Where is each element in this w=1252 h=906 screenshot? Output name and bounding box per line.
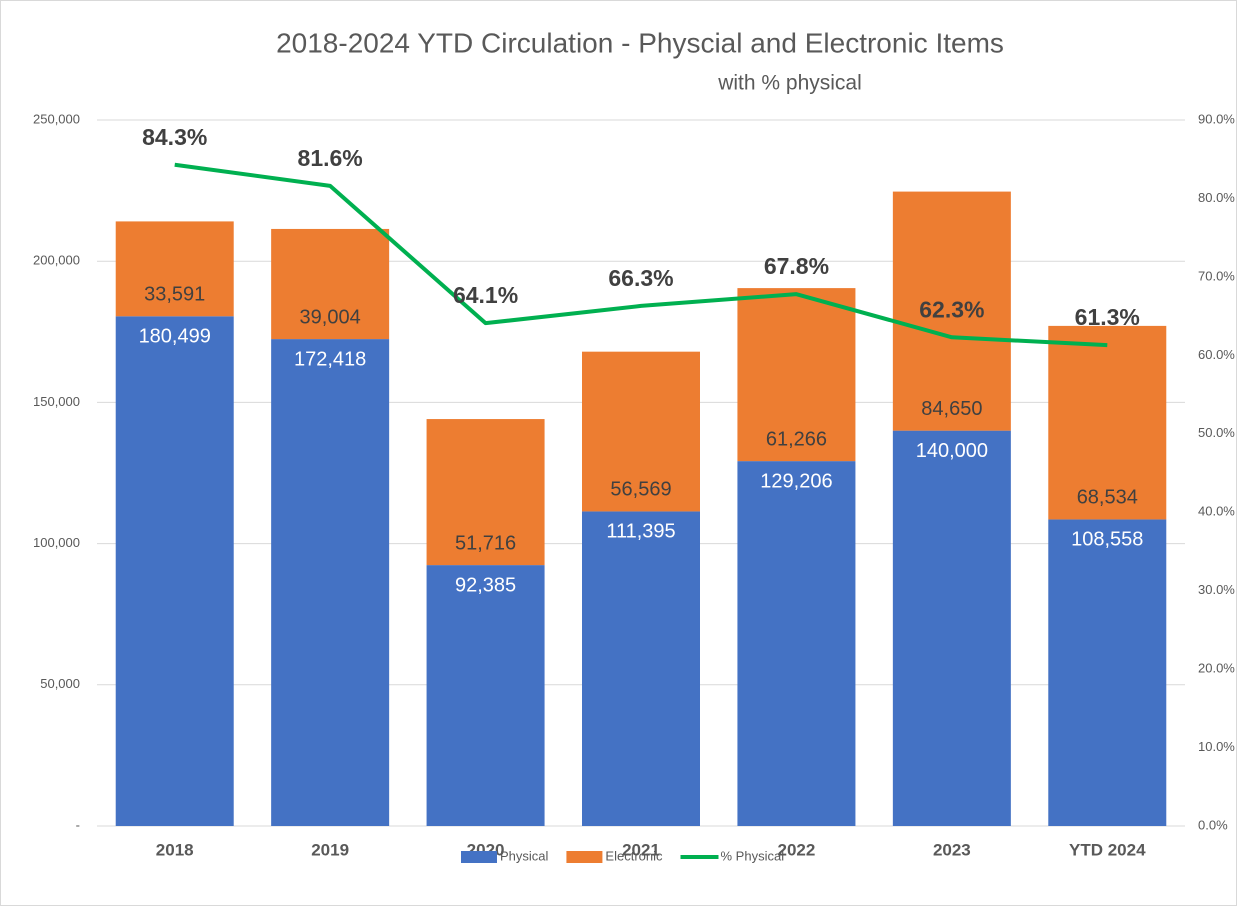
data-label: 33,591 [144,284,205,306]
y2-tick-label: 50.0% [1198,425,1235,440]
chart-subtitle: with % physical [717,72,862,95]
data-label: 172,418 [294,348,366,370]
y2-tick-label: 60.0% [1198,347,1235,362]
y-tick-label: 100,000 [33,535,80,550]
bar [1048,519,1167,826]
data-label: 56,569 [610,479,671,501]
legend-swatch [461,851,497,863]
legend-label: Physical [500,848,549,863]
bar [892,430,1011,826]
y-tick-label: 150,000 [33,394,80,409]
y2-tick-label: 40.0% [1198,504,1235,519]
legend-label: Electronic [605,848,663,863]
bar [271,339,390,826]
line-data-label: 81.6% [298,145,363,171]
line-data-label: 62.3% [919,296,984,322]
data-label: 39,004 [300,306,361,328]
x-tick-label: 2023 [933,840,971,859]
y2-tick-label: 30.0% [1198,582,1235,597]
data-label: 51,716 [455,532,516,554]
data-label: 111,395 [606,521,675,543]
x-tick-label: 2022 [778,840,816,859]
data-label: 180,499 [139,326,211,348]
bar [1048,325,1167,520]
y-tick-label: 200,000 [33,253,80,268]
line-data-label: 66.3% [608,265,673,291]
bar [582,351,700,512]
legend-swatch [566,851,603,863]
bar [115,221,234,317]
y2-tick-label: 70.0% [1198,268,1235,283]
data-label: 84,650 [921,398,982,420]
y-tick-label: 250,000 [33,111,80,126]
bar [582,511,700,826]
bar [426,419,545,566]
chart-title: 2018-2024 YTD Circulation - Physcial and… [276,27,1004,58]
line [174,162,1108,348]
line-data-label: 61.3% [1075,304,1140,330]
data-label: 68,534 [1077,487,1138,509]
y-tick-label: 50,000 [40,676,80,691]
y-tick-label: - [76,817,80,832]
y2-tick-label: 80.0% [1198,190,1235,205]
x-tick-label: 2019 [311,840,349,859]
bar [115,316,234,826]
line-data-label: 64.1% [453,282,518,308]
y2-tick-label: 0.0% [1198,817,1228,832]
data-label: 129,206 [760,470,832,492]
legend-label: % Physical [721,848,785,863]
y2-tick-label: 10.0% [1198,739,1235,754]
line-data-label: 67.8% [764,253,829,279]
bar [426,565,545,826]
y2-tick-label: 20.0% [1198,661,1235,676]
data-label: 108,558 [1071,529,1143,551]
data-label: 140,000 [916,440,988,462]
data-label: 61,266 [766,428,827,450]
bar [892,191,1011,431]
x-tick-label: YTD 2024 [1069,840,1146,859]
y2-tick-label: 90.0% [1198,111,1235,126]
x-tick-label: 2021 [622,840,660,859]
line-data-label: 84.3% [142,124,207,150]
x-tick-label: 2018 [156,840,194,859]
data-label: 92,385 [455,574,516,596]
bar [737,461,856,826]
bar [737,288,856,462]
bar [271,228,390,340]
